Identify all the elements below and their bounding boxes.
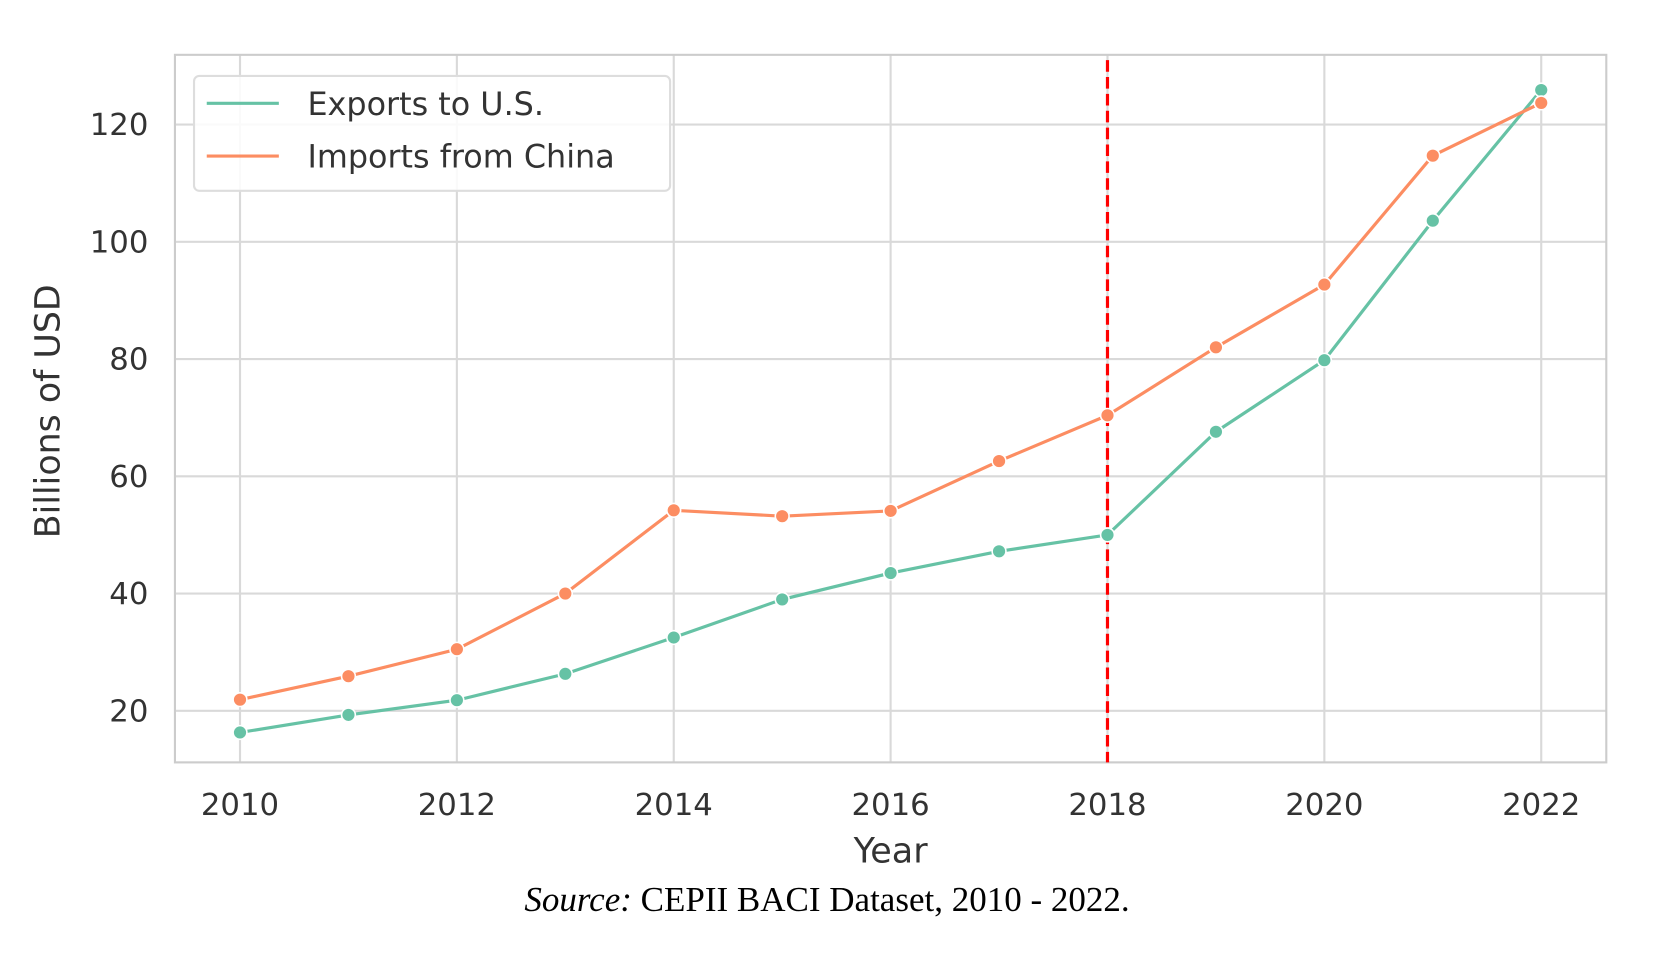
x-tick-label: 2012 xyxy=(418,788,496,823)
data-point xyxy=(1533,82,1549,98)
data-point xyxy=(774,508,790,524)
data-point xyxy=(232,724,248,741)
data-point xyxy=(557,666,573,682)
data-point xyxy=(1099,407,1116,423)
data-point xyxy=(557,585,573,602)
source-label: Source: xyxy=(524,880,632,919)
axis-ticks: 2010 2012 2014 2016 2018 2020 2022 20 40 60 80 100 1… xyxy=(90,108,1581,823)
source-caption: Source: CEPII BACI Dataset, 2010 - 2022. xyxy=(0,880,1654,920)
x-tick-label: 2018 xyxy=(1068,788,1146,823)
data-point xyxy=(991,543,1007,559)
data-point xyxy=(882,565,899,581)
y-tick-label: 20 xyxy=(109,694,148,729)
source-text: CEPII BACI Dataset, 2010 - 2022. xyxy=(631,880,1130,919)
x-tick-label: 2022 xyxy=(1502,788,1580,823)
y-tick-label: 100 xyxy=(90,225,149,260)
data-point xyxy=(1208,339,1224,355)
data-point xyxy=(340,707,357,723)
data-point xyxy=(1099,527,1116,543)
y-tick-label: 40 xyxy=(109,577,148,612)
x-tick-label: 2014 xyxy=(635,788,713,823)
data-point xyxy=(1533,95,1549,111)
data-point xyxy=(666,502,682,518)
data-point xyxy=(666,629,682,646)
y-tick-label: 60 xyxy=(109,460,148,495)
data-point xyxy=(1208,424,1224,440)
data-point xyxy=(340,668,357,684)
x-tick-label: 2010 xyxy=(201,788,279,823)
data-point xyxy=(774,591,790,608)
y-axis-label: Billions of USD xyxy=(28,284,68,538)
data-point xyxy=(882,503,899,519)
data-point xyxy=(1425,148,1441,164)
legend-label-1: Imports from China xyxy=(307,140,614,176)
x-axis-label: Year xyxy=(853,832,929,872)
y-tick-label: 120 xyxy=(90,108,149,143)
data-point xyxy=(991,453,1007,469)
series-lines xyxy=(232,82,1549,741)
x-tick-label: 2020 xyxy=(1285,788,1363,823)
data-point xyxy=(449,692,465,708)
data-point xyxy=(1316,276,1333,293)
data-point xyxy=(232,692,248,708)
x-tick-label: 2016 xyxy=(851,788,929,823)
plot-frame xyxy=(173,53,1608,764)
legend: Exports to U.S. Imports from China xyxy=(192,74,672,192)
data-point xyxy=(1316,352,1333,368)
data-point xyxy=(1425,213,1441,229)
y-tick-label: 80 xyxy=(109,343,148,378)
legend-label-0: Exports to U.S. xyxy=(307,87,544,123)
legend-box xyxy=(192,74,672,192)
data-point xyxy=(449,641,465,657)
